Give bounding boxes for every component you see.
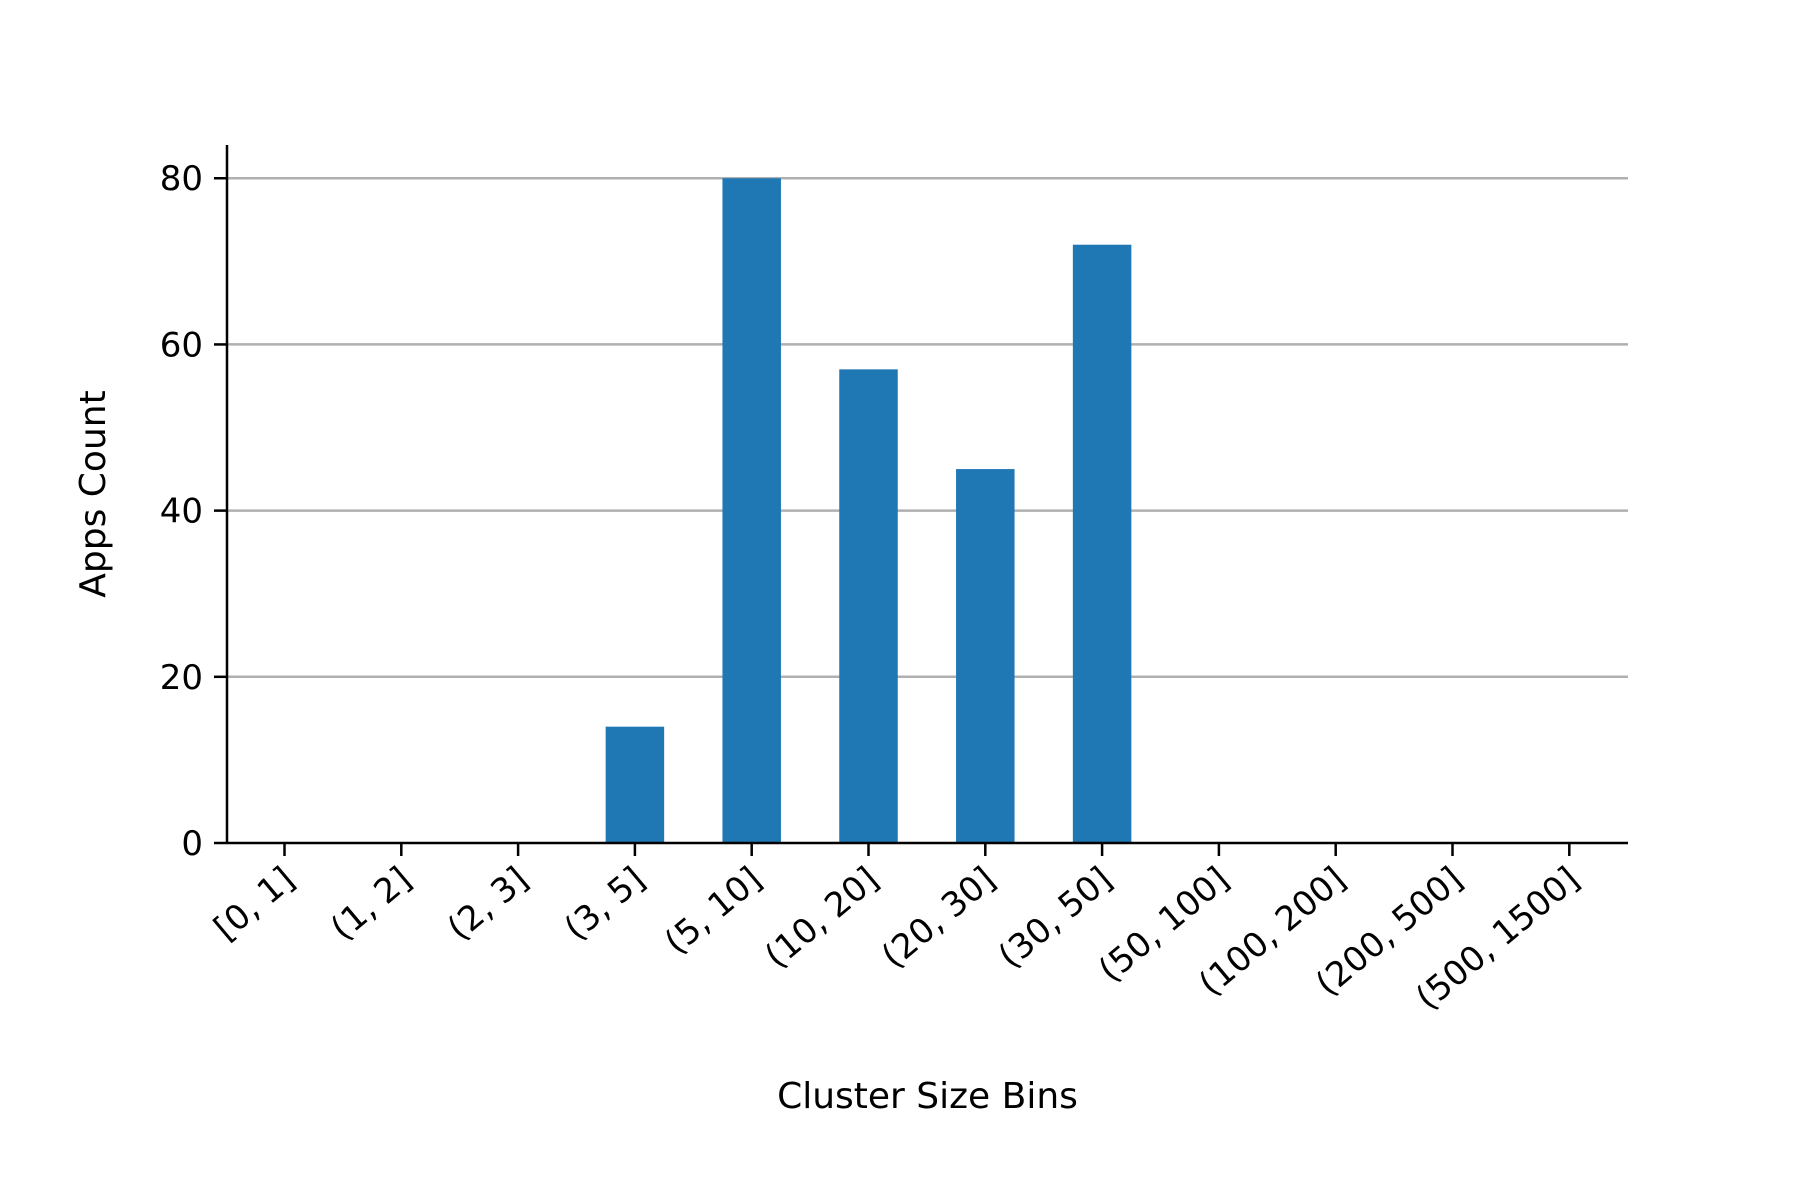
- y-tick-label: 60: [160, 325, 203, 365]
- x-tick-label: (10, 20]: [757, 859, 886, 976]
- x-tick-label: (5, 10]: [657, 859, 769, 962]
- bar: [1072, 244, 1132, 843]
- x-axis-title: Cluster Size Bins: [777, 1076, 1078, 1117]
- grid-lines: [227, 176, 1628, 679]
- bar: [839, 369, 898, 843]
- bar: [722, 178, 781, 843]
- x-tick-label: [0, 1]: [207, 859, 303, 948]
- x-tick-label: (3, 5]: [557, 859, 653, 948]
- x-tick-label: (1, 2]: [323, 859, 419, 948]
- x-tick-label: (20, 30]: [874, 859, 1003, 976]
- bars: [605, 178, 1132, 843]
- bar: [605, 726, 665, 843]
- y-tick-label: 40: [160, 492, 203, 532]
- y-tick-label: 80: [160, 159, 203, 199]
- x-tick-label: (2, 3]: [440, 859, 536, 948]
- y-axis-title: Apps Count: [73, 390, 114, 597]
- y-tick-label: 0: [181, 824, 203, 864]
- bar: [956, 469, 1015, 843]
- y-tick-label: 20: [160, 658, 203, 698]
- axes: [225, 145, 1628, 845]
- y-ticks: 0 20 40 60 80: [160, 159, 227, 864]
- x-ticks: [0, 1] (1, 2] (2, 3] (3, 5] (5, 10](10, 20](…: [207, 843, 1587, 1018]
